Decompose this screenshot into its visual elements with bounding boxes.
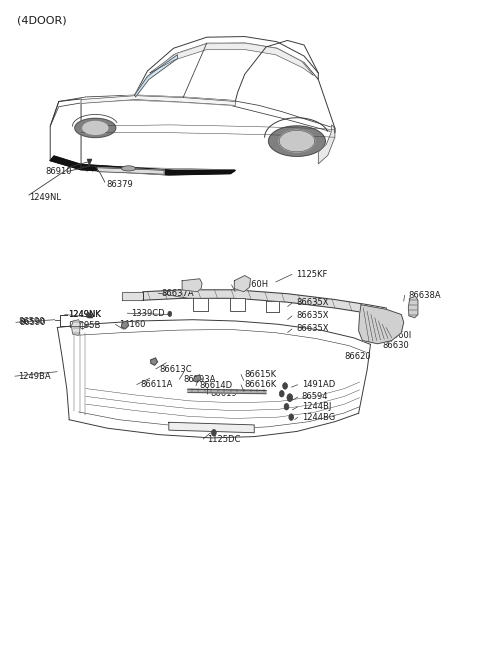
- Polygon shape: [229, 298, 245, 311]
- Text: 1244BJ: 1244BJ: [301, 402, 331, 411]
- Text: 86595B: 86595B: [68, 321, 101, 330]
- Polygon shape: [234, 276, 251, 291]
- Circle shape: [86, 312, 90, 318]
- Polygon shape: [188, 389, 266, 394]
- Text: 1125KF: 1125KF: [296, 270, 327, 279]
- Polygon shape: [50, 156, 235, 175]
- Text: 86635X: 86635X: [296, 298, 328, 307]
- Polygon shape: [193, 375, 201, 382]
- Polygon shape: [279, 130, 315, 152]
- Text: 86638A: 86638A: [408, 291, 441, 299]
- Text: 86611A: 86611A: [140, 380, 173, 389]
- Text: 86614D: 86614D: [200, 381, 233, 390]
- Polygon shape: [75, 119, 116, 138]
- Circle shape: [279, 390, 284, 397]
- Circle shape: [289, 414, 294, 421]
- Text: 1249NL: 1249NL: [29, 193, 61, 202]
- Circle shape: [80, 322, 85, 329]
- Polygon shape: [57, 320, 371, 438]
- Text: 86635X: 86635X: [296, 324, 328, 333]
- Text: 86594: 86594: [301, 392, 328, 402]
- Polygon shape: [408, 296, 418, 318]
- Text: 86379: 86379: [106, 180, 133, 189]
- Text: 1249BA: 1249BA: [18, 371, 51, 381]
- Text: 1125DC: 1125DC: [207, 435, 240, 443]
- Text: 86619: 86619: [211, 389, 237, 398]
- Text: 1244BG: 1244BG: [301, 413, 335, 422]
- Text: 86910: 86910: [46, 167, 72, 176]
- Text: 86590: 86590: [19, 318, 46, 327]
- Circle shape: [212, 430, 216, 436]
- Polygon shape: [169, 422, 254, 433]
- Text: 86613C: 86613C: [159, 365, 192, 373]
- Ellipse shape: [121, 166, 136, 171]
- Polygon shape: [266, 301, 279, 312]
- Polygon shape: [50, 99, 81, 170]
- Text: 86630: 86630: [383, 341, 409, 350]
- Text: 86615K: 86615K: [245, 370, 277, 379]
- Polygon shape: [97, 168, 164, 174]
- Polygon shape: [269, 126, 325, 157]
- Circle shape: [168, 311, 172, 316]
- Polygon shape: [81, 96, 235, 105]
- Text: 1339CD: 1339CD: [131, 309, 165, 318]
- Text: 1491AD: 1491AD: [301, 380, 335, 389]
- Text: 1249NK: 1249NK: [68, 310, 101, 319]
- Polygon shape: [122, 291, 143, 300]
- Text: 86635X: 86635X: [296, 311, 328, 320]
- Circle shape: [287, 394, 293, 402]
- Text: (4DOOR): (4DOOR): [17, 16, 67, 26]
- Text: 86620: 86620: [344, 352, 371, 361]
- Polygon shape: [182, 279, 202, 291]
- Polygon shape: [135, 37, 318, 95]
- Text: 86860H: 86860H: [235, 280, 268, 289]
- Text: 86593A: 86593A: [183, 375, 216, 384]
- Polygon shape: [151, 358, 157, 365]
- Text: 86616K: 86616K: [245, 380, 277, 389]
- Polygon shape: [83, 121, 108, 134]
- Polygon shape: [72, 320, 80, 335]
- Polygon shape: [359, 305, 404, 344]
- Circle shape: [283, 383, 288, 389]
- Text: 86637A: 86637A: [162, 289, 194, 297]
- Polygon shape: [318, 125, 335, 164]
- Text: 1249NK: 1249NK: [68, 310, 101, 319]
- Polygon shape: [135, 55, 178, 97]
- Text: 86860I: 86860I: [383, 331, 411, 340]
- Polygon shape: [121, 321, 129, 329]
- Text: 14160: 14160: [119, 320, 145, 329]
- Polygon shape: [143, 290, 386, 316]
- Text: 86590: 86590: [18, 316, 45, 326]
- Circle shape: [284, 403, 289, 410]
- Polygon shape: [50, 95, 335, 133]
- Polygon shape: [192, 298, 208, 311]
- Polygon shape: [150, 43, 313, 75]
